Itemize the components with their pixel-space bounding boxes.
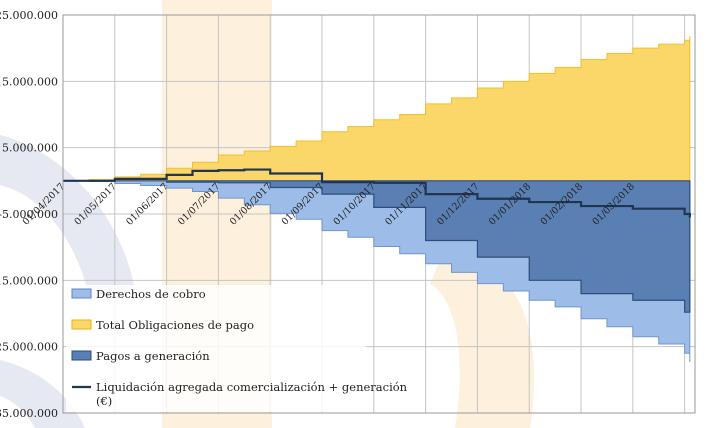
legend-total-obligaciones-label: Total Obligaciones de pago	[96, 318, 254, 332]
legend-total-obligaciones-swatch	[71, 319, 92, 330]
chart-lines	[63, 168, 691, 218]
chart-legend: Derechos de cobro Total Obligaciones de p…	[66, 285, 408, 412]
y-tick-label: 15.000.000	[0, 75, 58, 88]
series-liquidacion-agregada	[63, 168, 691, 218]
y-tick-label: -35.000.000	[0, 407, 58, 420]
y-tick-label: -25.000.000	[0, 341, 58, 354]
chart-axes	[62, 14, 696, 414]
watermark-blue-arc	[0, 135, 135, 300]
series-total-obligaciones-de-pago	[63, 36, 691, 182]
watermark-orange-curve	[430, 248, 535, 428]
legend-derechos-de-cobro-label: Derechos de cobro	[96, 287, 206, 301]
y-tick-label: 5.000.000	[2, 142, 58, 155]
legend-pagos-a-generacion-swatch	[71, 350, 92, 361]
legend-background	[66, 285, 366, 412]
legend-derechos-de-cobro-swatch	[71, 288, 92, 299]
plot-frame	[62, 14, 696, 414]
y-tick-label: 25.000.000	[0, 9, 58, 22]
chart-areas	[63, 36, 691, 362]
watermark-blue-arc-bottom	[0, 360, 85, 428]
series-pagos-a-generacion	[63, 180, 691, 313]
y-tick-label: -5.000.000	[0, 208, 58, 221]
legend-pagos-a-generacion-label: Pagos a generación	[96, 349, 210, 363]
legend-liquidacion-label: Liquidación agregada comercialización + …	[96, 380, 408, 408]
y-axis-labels: 25.000.000 15.000.000 5.000.000 -5.000.000 -…	[0, 9, 58, 420]
y-tick-label: -15.000.000	[0, 274, 58, 287]
